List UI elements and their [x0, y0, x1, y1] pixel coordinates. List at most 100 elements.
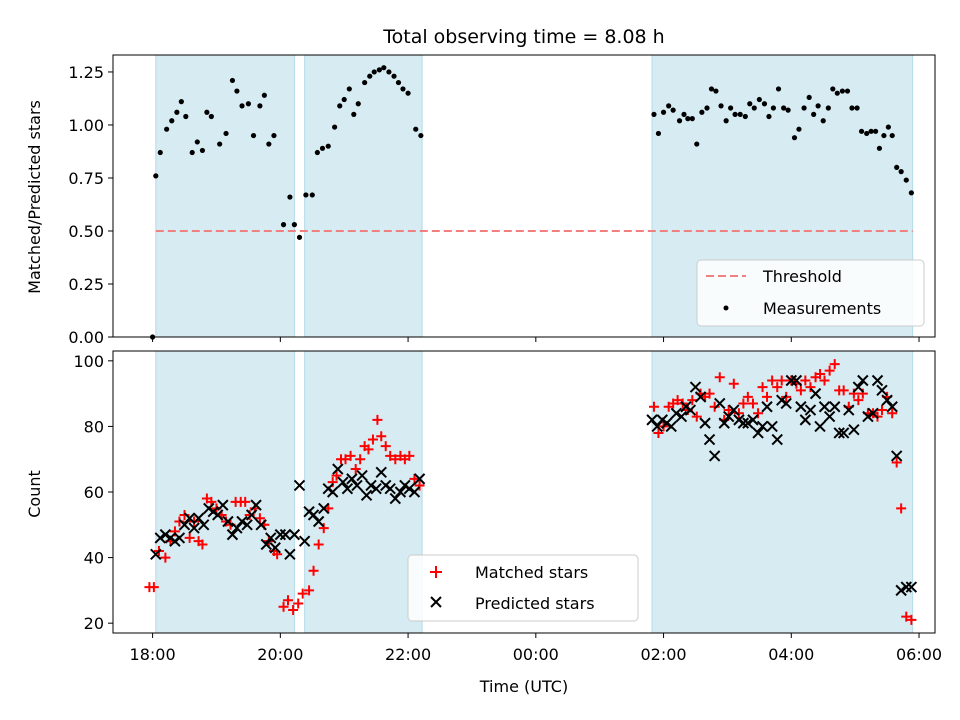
measurement-point	[820, 118, 826, 124]
measurement-point	[296, 234, 303, 240]
matched-point	[184, 532, 195, 543]
measurement-point	[208, 113, 214, 120]
predicted-point	[833, 427, 845, 439]
matched-point	[304, 585, 315, 596]
matched-point	[313, 539, 324, 550]
bottom-y-axis-title: Count	[25, 470, 44, 518]
measurement-point	[351, 111, 357, 117]
matched-point	[728, 378, 739, 389]
measurement-point	[341, 96, 347, 103]
matched-point	[738, 398, 749, 409]
matched-point	[767, 375, 778, 386]
measurement-point	[801, 105, 807, 111]
y-tick-label: 20	[84, 614, 104, 633]
matched-point	[345, 450, 356, 461]
measurement-point	[395, 79, 402, 86]
matched-point	[824, 365, 835, 376]
measurement-point	[303, 192, 309, 198]
legend-predicted-label: Predicted stars	[475, 594, 595, 613]
predicted-point	[279, 528, 292, 541]
measurement-point	[261, 92, 267, 98]
observing-window-1	[304, 54, 423, 338]
matched-point	[704, 388, 715, 399]
measurement-point	[169, 118, 175, 124]
predicted-point	[337, 476, 349, 488]
matched-point	[887, 408, 898, 419]
predicted-point	[389, 492, 402, 505]
measurement-point	[908, 190, 914, 196]
matched-point	[891, 457, 902, 468]
measurement-point	[670, 107, 676, 113]
legend-measurements-swatch	[723, 305, 729, 311]
measurement-point	[747, 101, 753, 107]
predicted-point	[231, 522, 243, 534]
measurement-point	[834, 90, 840, 96]
predicted-point	[761, 401, 773, 413]
measurement-point	[676, 118, 683, 124]
matched-point	[244, 509, 255, 520]
predicted-point	[728, 404, 740, 416]
measurement-point	[250, 132, 257, 139]
predicted-point	[785, 374, 798, 387]
measurement-point	[400, 86, 406, 92]
predicted-point	[675, 410, 688, 423]
matched-point	[367, 434, 378, 445]
measurement-point	[844, 88, 851, 94]
measurement-point	[718, 103, 724, 109]
predicted-point	[192, 512, 205, 524]
y-tick-label: 60	[84, 483, 104, 502]
measurement-point	[868, 128, 874, 134]
measurement-point	[245, 101, 252, 107]
measurement-point	[174, 109, 180, 115]
measurement-point	[413, 126, 419, 132]
x-tick-label: 02:00	[641, 645, 687, 664]
predicted-point	[862, 410, 874, 423]
predicted-point	[714, 397, 726, 410]
y-tick-label: 100	[73, 352, 104, 371]
measurement-point	[655, 130, 662, 137]
matched-point	[376, 431, 387, 442]
x-tick-label: 06:00	[896, 645, 942, 664]
matched-point	[757, 382, 768, 393]
matched-point	[363, 444, 374, 455]
measurement-point	[876, 145, 883, 151]
measurement-point	[280, 222, 287, 228]
measurement-point	[325, 143, 331, 149]
measurement-point	[362, 79, 368, 86]
matched-point	[876, 405, 887, 416]
measurement-point	[681, 111, 687, 117]
predicted-point	[848, 423, 860, 436]
predicted-point	[212, 509, 224, 521]
predicted-point	[356, 469, 368, 482]
predicted-point	[684, 404, 697, 416]
matched-point	[648, 401, 659, 412]
legend-matched-swatch	[430, 566, 442, 578]
predicted-point	[699, 417, 711, 429]
matched-point	[148, 582, 159, 593]
plot-frame	[112, 54, 936, 338]
predicted-point	[852, 381, 865, 393]
measurement-point	[785, 107, 791, 113]
matched-point	[815, 368, 826, 379]
matched-point	[308, 565, 319, 576]
matched-point	[240, 496, 251, 507]
predicted-point	[351, 479, 363, 492]
predicted-point	[241, 519, 253, 531]
predicted-point	[360, 489, 373, 501]
predicted-point	[274, 528, 287, 541]
measurement-point	[791, 135, 798, 141]
measurement-point	[367, 73, 373, 79]
chart-title: Total observing time = 8.08 h	[382, 26, 664, 48]
measurement-point	[881, 132, 887, 139]
measurement-point	[885, 124, 891, 130]
matched-point	[414, 480, 425, 491]
measurement-point	[217, 141, 223, 147]
measurement-point	[660, 109, 667, 115]
matched-point	[179, 509, 190, 520]
matched-point	[714, 372, 725, 383]
measurement-point	[761, 101, 768, 107]
legend-measurements-label: Measurements	[763, 299, 881, 318]
measurement-point	[689, 116, 695, 122]
predicted-point	[365, 479, 377, 492]
